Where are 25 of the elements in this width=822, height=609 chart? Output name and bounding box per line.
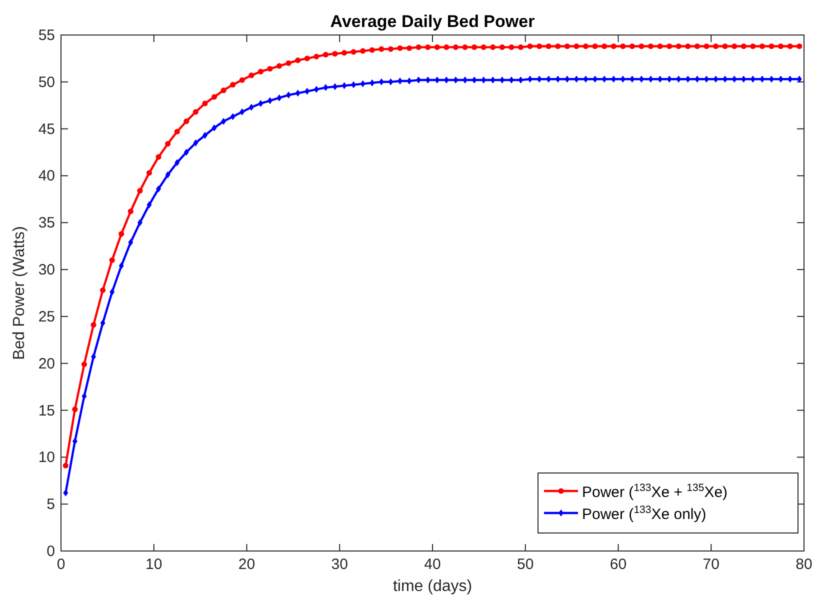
x-tick-label: 70: [702, 556, 720, 573]
y-tick-label: 50: [38, 74, 55, 91]
y-tick-label: 15: [38, 402, 55, 420]
x-tick-label: 10: [146, 556, 162, 573]
y-tick-label: 10: [38, 449, 55, 466]
legend-label: Power ($^{133}$Xe + $^{135}$Xe): [582, 482, 728, 501]
y-tick-label: 30: [38, 262, 55, 279]
y-axis-title: Bed Power (Watts): [11, 226, 28, 360]
x-tick-label: 50: [517, 556, 534, 573]
y-tick-label: 45: [38, 120, 55, 138]
y-tick-label: 25: [38, 308, 55, 326]
x-axis-title: time (days): [392, 578, 472, 595]
y-tick-label: 5: [46, 496, 55, 514]
x-tick-label: 80: [796, 556, 812, 573]
y-tick-label: 20: [38, 355, 55, 372]
legend-label: Power ($^{133}$Xe only): [582, 504, 706, 523]
y-tick-label: 35: [38, 214, 55, 232]
x-tick-label: 20: [238, 556, 256, 573]
x-tick-label: 30: [331, 556, 348, 573]
y-tick-label: 55: [38, 27, 55, 44]
chart-title: Average Daily Bed Power: [330, 12, 536, 31]
x-tick-label: 40: [424, 556, 441, 573]
y-tick-label: 0: [46, 543, 55, 560]
x-tick-label: 60: [610, 556, 627, 573]
y-tick-label: 40: [38, 168, 55, 185]
